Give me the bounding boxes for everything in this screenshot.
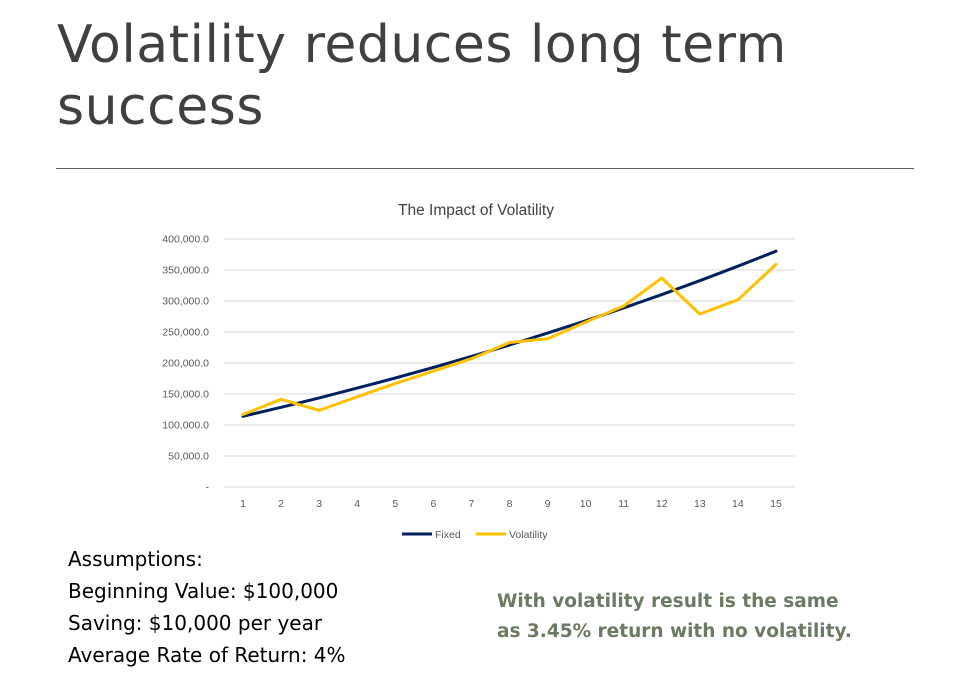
data-point-fixed xyxy=(394,376,397,380)
assumptions-heading: Assumptions: xyxy=(68,547,203,571)
data-point-fixed xyxy=(279,406,283,409)
y-tick-label: 350,000.0 xyxy=(162,265,209,277)
x-tick-label: 1 xyxy=(240,498,246,510)
data-point-fixed xyxy=(508,343,511,347)
data-point-volatility xyxy=(508,341,511,344)
x-tick-label: 11 xyxy=(618,498,629,510)
chart-title: The Impact of Volatility xyxy=(398,202,554,219)
assumption-rate-of-return: Average Rate of Return: 4% xyxy=(68,643,346,667)
data-point-volatility xyxy=(279,398,283,401)
conclusion-line-2: as 3.45% return with no volatility. xyxy=(497,621,852,642)
x-axis-tick-labels: 1 2 3 4 5 6 7 8 9 10 11 12 13 14 15 xyxy=(240,498,782,510)
gridlines xyxy=(224,238,795,488)
x-tick-label: 12 xyxy=(656,498,668,510)
data-point-volatility xyxy=(660,276,663,280)
data-point-fixed xyxy=(317,396,321,400)
data-point-fixed xyxy=(736,265,740,268)
data-point-fixed xyxy=(660,293,663,296)
data-point-fixed xyxy=(432,366,435,369)
legend-label-fixed: Fixed xyxy=(435,529,461,541)
data-point-fixed xyxy=(774,249,778,253)
data-point-volatility xyxy=(546,337,549,341)
series-lines xyxy=(241,249,778,418)
data-point-fixed xyxy=(356,386,359,390)
data-point-volatility xyxy=(470,357,473,360)
x-tick-label: 15 xyxy=(770,498,782,510)
data-point-volatility xyxy=(241,413,245,416)
data-point-volatility xyxy=(698,312,702,316)
data-point-volatility xyxy=(432,369,435,373)
x-tick-label: 10 xyxy=(580,498,592,510)
y-tick-label: 200,000.0 xyxy=(162,358,209,370)
chart-legend: Fixed Volatility xyxy=(402,529,548,541)
x-tick-label: 7 xyxy=(469,498,475,510)
x-tick-label: 4 xyxy=(354,498,360,510)
title-divider xyxy=(56,168,914,169)
y-tick-label: - xyxy=(206,482,210,494)
series-line-volatility xyxy=(241,262,778,416)
y-tick-label: 250,000.0 xyxy=(162,327,209,339)
data-point-volatility xyxy=(774,263,778,266)
y-tick-label: 300,000.0 xyxy=(162,296,209,308)
series-line-fixed xyxy=(241,249,778,418)
assumption-beginning-value: Beginning Value: $100,000 xyxy=(68,579,339,603)
x-tick-label: 14 xyxy=(732,498,744,510)
y-tick-label: 150,000.0 xyxy=(162,389,209,401)
y-tick-label: 400,000.0 xyxy=(162,234,209,246)
data-point-volatility xyxy=(622,304,625,308)
x-tick-label: 3 xyxy=(316,498,322,510)
x-tick-label: 8 xyxy=(507,498,513,510)
data-point-volatility xyxy=(317,409,321,412)
x-tick-label: 13 xyxy=(694,498,706,510)
data-point-volatility xyxy=(356,395,359,398)
data-point-fixed xyxy=(546,331,549,335)
conclusion-callout: With volatility result is the same as 3.… xyxy=(497,587,917,647)
conclusion-line-1: With volatility result is the same xyxy=(497,591,839,612)
y-axis-tick-labels: - 50,000.0 100,000.0 150,000.0 200,000.0 250,… xyxy=(162,234,209,494)
x-tick-label: 9 xyxy=(545,498,551,510)
data-point-volatility xyxy=(394,382,397,385)
x-tick-label: 6 xyxy=(430,498,436,510)
x-tick-label: 2 xyxy=(278,498,284,510)
data-point-volatility xyxy=(584,320,587,324)
line-chart: The Impact of Volatility - 50,000.0 100,00… xyxy=(162,202,795,541)
y-tick-label: 100,000.0 xyxy=(162,420,209,432)
legend-label-volatility: Volatility xyxy=(509,529,548,541)
assumption-saving: Saving: $10,000 per year xyxy=(68,611,323,635)
data-point-volatility xyxy=(736,298,740,301)
data-point-fixed xyxy=(698,279,702,282)
assumptions-block: Assumptions: Beginning Value: $100,000 S… xyxy=(68,543,448,671)
slide-title: Volatility reduces long term success xyxy=(57,15,787,137)
y-tick-label: 50,000.0 xyxy=(168,451,209,463)
x-tick-label: 5 xyxy=(392,498,398,510)
